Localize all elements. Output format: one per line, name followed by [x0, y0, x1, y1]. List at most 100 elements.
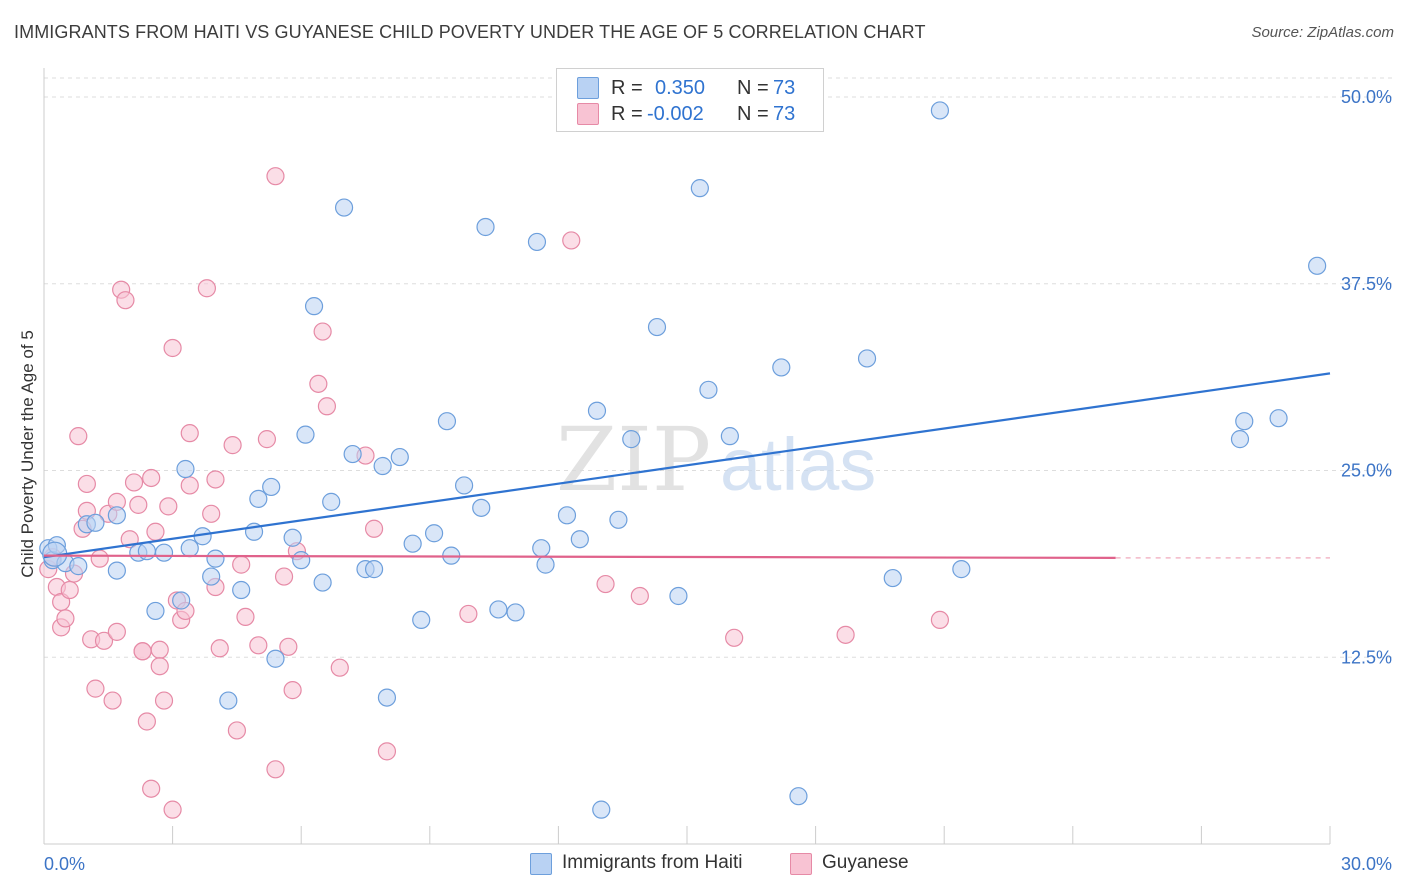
- guyanese-point: [77, 474, 96, 494]
- guyanese-point: [146, 522, 165, 541]
- haiti-point: [232, 580, 251, 600]
- guyanese-point: [725, 628, 744, 647]
- haiti-point: [292, 551, 311, 570]
- haiti-point: [266, 649, 285, 668]
- legend-r-label: R =: [611, 77, 643, 99]
- legend-r-value: -0.002: [647, 103, 704, 125]
- haiti-point: [883, 568, 902, 588]
- guyanese-point: [60, 580, 79, 600]
- haiti-point: [669, 586, 688, 606]
- legend-r-value: 0.350: [655, 77, 706, 99]
- guyanese-point: [129, 495, 148, 514]
- guyanese-point: [330, 658, 349, 677]
- guyanese-point: [116, 291, 135, 310]
- haiti-point: [424, 524, 444, 543]
- legend-n-value: 73: [773, 103, 796, 125]
- source-label: Source: ZipAtlas.com: [1251, 24, 1394, 41]
- guyanese-point: [206, 470, 225, 489]
- haiti-point: [622, 430, 641, 449]
- haiti-point: [412, 610, 431, 630]
- haiti-point: [557, 506, 577, 525]
- series-legend-label: Guyanese: [822, 852, 909, 873]
- haiti-point: [1308, 256, 1327, 275]
- guyanese-point: [459, 604, 478, 624]
- guyanese-point: [930, 610, 950, 630]
- haiti-point: [772, 358, 791, 377]
- guyanese-point: [377, 742, 397, 761]
- haiti-point: [180, 539, 199, 558]
- guyanese-point: [163, 800, 182, 819]
- haiti-point: [930, 101, 950, 120]
- haiti-point: [107, 561, 126, 580]
- haiti-point: [206, 549, 225, 568]
- guyanese-point: [107, 622, 126, 641]
- guyanese-point: [232, 555, 251, 574]
- haiti-point: [690, 179, 709, 198]
- guyanese-point: [266, 167, 285, 186]
- haiti-point: [107, 506, 126, 525]
- guyanese-point: [163, 338, 182, 358]
- guyanese-point: [210, 639, 229, 658]
- guyanese-point: [197, 279, 216, 298]
- haiti-point: [532, 539, 551, 558]
- x-axis: [43, 826, 1331, 845]
- haiti-point: [472, 498, 491, 517]
- guyanese-point: [133, 642, 152, 661]
- haiti-point: [647, 317, 667, 337]
- guyanese-point: [86, 679, 105, 698]
- legend-swatch-blue: [530, 853, 552, 875]
- haiti-point: [172, 591, 191, 610]
- guyanese-point: [69, 427, 88, 446]
- haiti-point: [176, 459, 195, 479]
- haiti-point: [1230, 430, 1250, 449]
- haiti-point: [334, 198, 354, 217]
- haiti-point: [454, 476, 474, 495]
- haiti-point: [262, 477, 281, 497]
- guyanese-point: [249, 636, 268, 655]
- guyanese-point: [90, 549, 109, 568]
- guyanese-point: [154, 691, 174, 710]
- series-legend-label: Immigrants from Haiti: [562, 852, 743, 873]
- x-tick-labels: 0.0% 30.0%: [44, 854, 1392, 874]
- haiti-point: [952, 560, 971, 579]
- guyanese-point: [150, 657, 169, 676]
- guyanese-point: [630, 586, 649, 606]
- haiti-point: [403, 534, 422, 553]
- haiti-point: [154, 543, 174, 562]
- guyanese-point: [227, 721, 246, 740]
- watermark-atlas: atlas: [720, 423, 876, 506]
- guyanese-point: [103, 691, 122, 710]
- guyanese-point: [223, 436, 242, 455]
- correlation-legend: R = 0.350 N = 73 R = -0.002 N = 73: [556, 68, 824, 132]
- haiti-point: [137, 542, 156, 561]
- guyanese-point: [56, 609, 75, 628]
- haiti-point: [1269, 409, 1288, 428]
- legend-n-label: N =: [737, 77, 769, 99]
- haiti-point: [304, 297, 324, 316]
- guyanese-point: [150, 640, 169, 659]
- haiti-point: [146, 601, 165, 621]
- y-tick-label: 50.0%: [1341, 87, 1392, 107]
- haiti-point: [506, 603, 525, 622]
- haiti-point: [699, 380, 718, 399]
- guyanese-point: [257, 430, 277, 449]
- haiti-point: [609, 510, 628, 529]
- haiti-point: [202, 567, 221, 586]
- y-tick-label: 25.0%: [1341, 461, 1392, 481]
- guyanese-point: [274, 567, 294, 586]
- haiti-point: [249, 489, 268, 508]
- haiti-point: [219, 691, 238, 710]
- legend-swatch-pink: [577, 103, 599, 125]
- watermark-zip: ZIP: [556, 408, 711, 511]
- legend-n-value: 73: [773, 77, 796, 99]
- haiti-point: [720, 427, 739, 446]
- guyanese-point: [836, 625, 855, 644]
- guyanese-point: [159, 497, 178, 516]
- guyanese-point: [309, 374, 328, 393]
- trend-lines: [43, 372, 1331, 559]
- haiti-point: [69, 557, 88, 576]
- guyanese-point: [124, 473, 144, 492]
- haiti-point: [373, 456, 392, 476]
- haiti-point: [789, 787, 808, 806]
- watermark: ZIP atlas: [556, 408, 876, 511]
